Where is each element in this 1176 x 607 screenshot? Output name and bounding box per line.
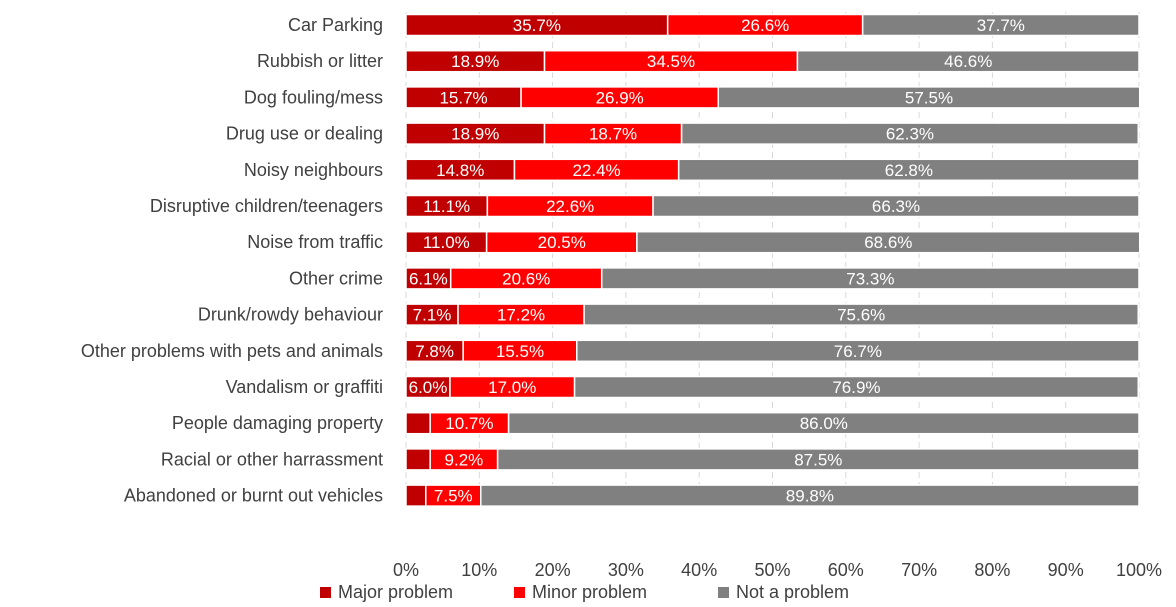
data-label: 7.5% [434, 487, 473, 506]
x-tick-label: 20% [535, 560, 571, 580]
data-label: 86.0% [800, 414, 848, 433]
bar-segment [636, 230, 1141, 254]
data-label: 26.9% [596, 88, 644, 107]
data-label: 22.4% [572, 161, 620, 180]
legend-label: Minor problem [532, 582, 647, 602]
x-tick-label: 100% [1116, 560, 1162, 580]
category-label: Noisy neighbours [244, 160, 383, 180]
bar-segment [496, 448, 1140, 471]
legend-label: Major problem [338, 582, 453, 602]
bar-segment [507, 411, 1140, 435]
bar-segment [405, 484, 427, 507]
category-label: Noise from traffic [247, 232, 383, 252]
category-label: Rubbish or litter [257, 51, 383, 71]
bar-segment [573, 375, 1140, 399]
x-tick-label: 0% [393, 560, 419, 580]
bar-segment [680, 122, 1140, 145]
data-label: 76.7% [834, 342, 882, 361]
x-tick-label: 80% [974, 560, 1010, 580]
data-label: 11.0% [423, 233, 470, 252]
data-label: 14.8% [436, 161, 484, 180]
category-label: Other crime [289, 268, 383, 288]
data-label: 22.6% [546, 197, 594, 216]
data-label: 20.5% [538, 233, 586, 252]
data-label: 18.9% [451, 125, 499, 144]
bar-segment [677, 158, 1140, 182]
category-label: Vandalism or graffiti [226, 377, 383, 397]
data-label: 17.0% [488, 378, 536, 397]
data-label: 35.7% [513, 16, 561, 35]
data-label: 6.1% [409, 269, 448, 288]
category-label: Other problems with pets and animals [81, 341, 383, 361]
legend: Major problem Minor problem Not a problem [320, 582, 849, 602]
category-label: People damaging property [172, 413, 383, 433]
data-label: 89.8% [786, 487, 834, 506]
data-label: 6.0% [409, 378, 448, 397]
x-tick-label: 90% [1048, 560, 1084, 580]
legend-swatch [514, 587, 525, 598]
legend-swatch [718, 587, 729, 598]
x-tick-label: 10% [461, 560, 497, 580]
bar-segment [405, 448, 431, 471]
bars: 35.7% 26.6% 37.7% 18.9% 34.5% 46.6% 15.7% 26.9%… [405, 13, 1141, 507]
data-label: 17.2% [497, 306, 545, 325]
data-label: 76.9% [832, 378, 880, 397]
category-label: Racial or other harrassment [161, 449, 383, 469]
data-label: 68.6% [864, 233, 912, 252]
x-tick-label: 30% [608, 560, 644, 580]
category-label: Abandoned or burnt out vehicles [124, 486, 383, 506]
category-labels: Car Parking Rubbish or litter Dog fouling/… [81, 15, 383, 506]
data-label: 7.1% [413, 306, 452, 325]
x-tick-label: 70% [901, 560, 937, 580]
category-label: Dog fouling/mess [244, 87, 383, 107]
data-label: 20.6% [502, 269, 550, 288]
x-tick-label: 60% [828, 560, 864, 580]
legend-swatch [320, 587, 331, 598]
category-label: Car Parking [288, 15, 383, 35]
bar-segment [405, 411, 431, 435]
data-label: 18.9% [451, 52, 499, 71]
data-label: 66.3% [872, 197, 920, 216]
data-label: 87.5% [794, 450, 842, 469]
x-tick-label: 50% [754, 560, 790, 580]
data-label: 26.6% [741, 16, 789, 35]
bar-segment [652, 194, 1140, 218]
data-label: 73.3% [846, 269, 894, 288]
data-label: 10.7% [445, 414, 493, 433]
category-label: Drunk/rowdy behaviour [198, 305, 383, 325]
bar-segment [796, 49, 1140, 73]
bar-segment [480, 484, 1140, 507]
data-label: 7.8% [415, 342, 454, 361]
bar-segment [583, 303, 1140, 326]
data-label: 15.7% [439, 88, 487, 107]
data-label: 62.3% [886, 125, 934, 144]
data-label: 34.5% [647, 52, 695, 71]
bar-segment [717, 86, 1141, 109]
data-label: 11.1% [423, 197, 470, 216]
bar-segment [861, 13, 1140, 37]
x-axis-ticks: 0% 10% 20% 30% 40% 50% 60% 70% 80% 90% 100% [393, 560, 1162, 580]
legend-label: Not a problem [736, 582, 849, 602]
data-label: 18.7% [589, 125, 637, 144]
bar-segment [576, 339, 1140, 363]
data-label: 37.7% [977, 16, 1025, 35]
data-label: 46.6% [944, 52, 992, 71]
data-label: 15.5% [496, 342, 544, 361]
category-label: Disruptive children/teenagers [150, 196, 383, 216]
data-label: 62.8% [885, 161, 933, 180]
x-tick-label: 40% [681, 560, 717, 580]
bar-segment [600, 267, 1140, 290]
data-label: 9.2% [445, 450, 484, 469]
data-label: 57.5% [905, 88, 953, 107]
category-label: Drug use or dealing [226, 124, 383, 144]
data-label: 75.6% [837, 306, 885, 325]
